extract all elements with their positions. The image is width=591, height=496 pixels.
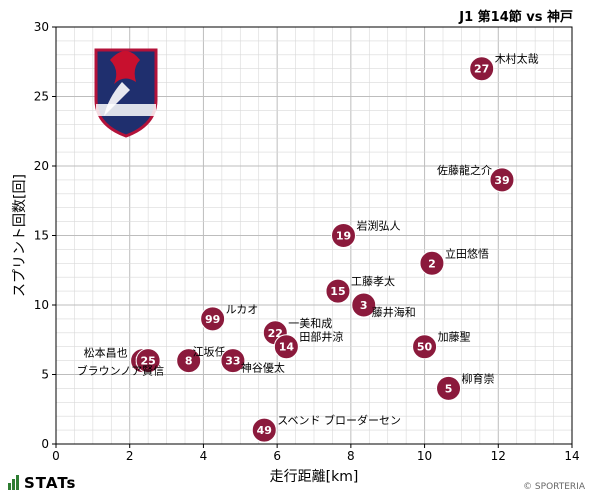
team-logo bbox=[94, 48, 158, 138]
point-player-name: 加藤聖 bbox=[438, 331, 471, 344]
point-marker bbox=[351, 292, 377, 318]
point-marker bbox=[412, 334, 438, 360]
point-marker bbox=[251, 417, 277, 443]
point-marker bbox=[176, 348, 202, 374]
point-player-name: ブラウンノア賢信 bbox=[77, 364, 164, 378]
point-player-name: 一美和成 bbox=[288, 317, 332, 330]
point-number-label: 8 bbox=[185, 355, 193, 368]
point-player-name: 岩渕弘人 bbox=[356, 219, 400, 233]
point-number-label: 33 bbox=[225, 355, 240, 368]
point-number-label: 3 bbox=[360, 299, 368, 312]
point-marker bbox=[469, 56, 495, 82]
point-marker bbox=[220, 348, 246, 374]
y-tick-label: 30 bbox=[34, 20, 49, 34]
x-tick-label: 14 bbox=[564, 449, 579, 463]
point-player-name: 柳育崇 bbox=[462, 371, 495, 385]
axes: 0 2 4 6 8 10 12 14051015202530走行距離[km]スプリント回数[回… bbox=[12, 20, 580, 485]
player-point: 19 岩渕弘人 bbox=[330, 219, 400, 248]
player-point: 15 工藤孝太 bbox=[325, 275, 395, 304]
point-marker bbox=[325, 278, 351, 304]
y-tick-label: 10 bbox=[34, 298, 49, 312]
x-tick-label: 10 bbox=[417, 449, 432, 463]
point-player-name: 木村太哉 bbox=[495, 52, 539, 66]
point-player-name: 江坂任 bbox=[193, 346, 226, 359]
player-point: 2 立田悠悟 bbox=[419, 246, 489, 276]
player-point: 49 スベンド ブローダーセン bbox=[251, 413, 401, 443]
point-marker bbox=[200, 306, 226, 332]
point-number-label: 49 bbox=[257, 424, 272, 437]
x-tick-label: 12 bbox=[491, 449, 506, 463]
x-tick-label: 8 bbox=[347, 449, 355, 463]
point-number-label: 99 bbox=[205, 313, 220, 326]
player-point: 27 木村太哉 bbox=[469, 52, 539, 82]
x-tick-label: 0 bbox=[52, 449, 60, 463]
pheasant-icon bbox=[110, 51, 140, 84]
player-point: 14 田部井涼 bbox=[273, 330, 343, 360]
point-player-name: スベンド ブローダーセン bbox=[277, 413, 401, 427]
credit-text: © SPORTERIA bbox=[523, 482, 585, 492]
point-player-name: 立田悠悟 bbox=[445, 246, 489, 260]
y-tick-label: 0 bbox=[41, 437, 49, 451]
point-marker bbox=[135, 348, 161, 374]
logo-banner bbox=[96, 104, 156, 116]
x-axis-label: 走行距離[km] bbox=[270, 468, 359, 485]
player-point: 3 藤井海和 bbox=[351, 292, 416, 319]
point-number-label: 15 bbox=[330, 285, 345, 298]
page-title: J1 第14節 vs 神戸 bbox=[459, 10, 573, 25]
player-point: 50 加藤聖 bbox=[412, 331, 471, 360]
point-number-label: 2 bbox=[428, 257, 436, 270]
point-number-label: 50 bbox=[417, 341, 433, 354]
point-marker bbox=[489, 167, 515, 193]
y-tick-label: 25 bbox=[34, 90, 49, 104]
point-marker bbox=[330, 223, 356, 248]
grid bbox=[55, 26, 573, 445]
stats-brand: STATs bbox=[8, 474, 76, 494]
player-point: 5 柳育崇 bbox=[436, 371, 495, 401]
y-tick-label: 15 bbox=[34, 229, 49, 243]
x-tick-label: 2 bbox=[126, 449, 134, 463]
x-tick-label: 4 bbox=[200, 449, 208, 463]
point-number-label: 5 bbox=[445, 382, 453, 395]
point-number-label: 19 bbox=[336, 230, 351, 243]
stats-brand-label: STATs bbox=[24, 474, 77, 492]
y-tick-label: 5 bbox=[41, 368, 49, 382]
y-tick-label: 20 bbox=[34, 159, 49, 173]
bar-chart-icon bbox=[8, 475, 20, 494]
y-axis-label: スプリント回数[回] bbox=[12, 174, 28, 297]
x-tick-label: 6 bbox=[273, 449, 281, 463]
point-number-label: 39 bbox=[494, 174, 509, 187]
point-marker bbox=[436, 375, 462, 401]
point-player-name: ルカオ bbox=[226, 303, 259, 316]
point-marker bbox=[273, 334, 299, 360]
point-marker bbox=[419, 250, 445, 276]
point-number-label: 27 bbox=[474, 63, 489, 76]
point-number-label: 14 bbox=[279, 341, 295, 354]
point-player-name: 松本昌也 bbox=[84, 346, 128, 360]
point-player-name: 神谷優太 bbox=[241, 361, 285, 375]
point-player-name: 藤井海和 bbox=[372, 305, 416, 319]
point-player-name: 佐藤龍之介 bbox=[437, 163, 492, 177]
point-number-label: 25 bbox=[140, 355, 155, 368]
point-player-name: 工藤孝太 bbox=[351, 275, 395, 288]
point-player-name: 田部井涼 bbox=[299, 330, 343, 344]
player-point: 99 ルカオ bbox=[200, 303, 259, 332]
